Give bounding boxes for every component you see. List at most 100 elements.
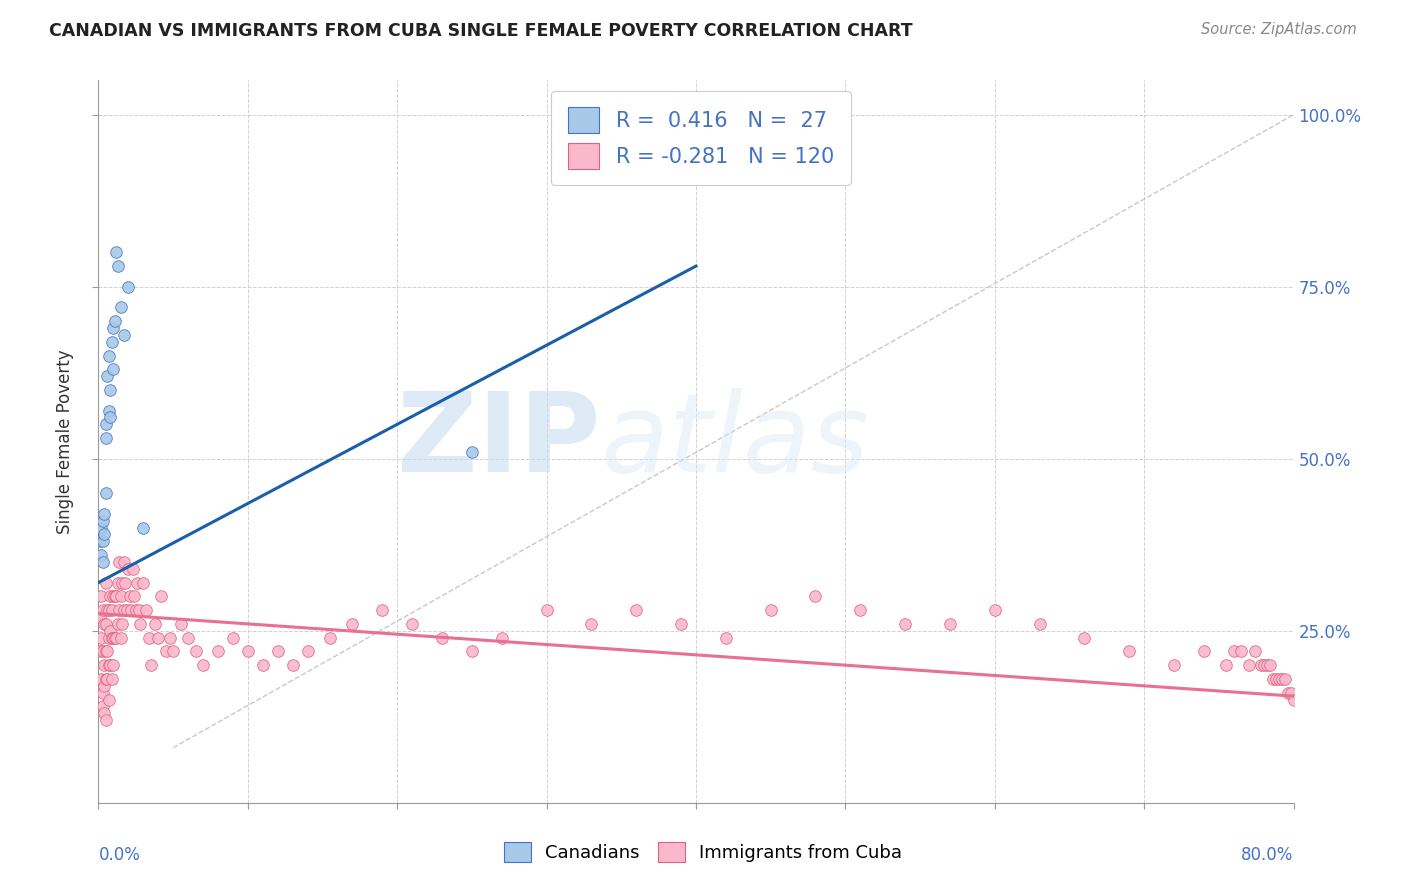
Point: [111, 575, 134, 590]
Point: [107, 616, 129, 631]
Point: [103, 658, 125, 673]
Point: [143, 616, 166, 631]
Point: [252, 658, 274, 673]
Point: [101, 334, 124, 349]
Point: [1073, 631, 1095, 645]
Point: [97, 603, 120, 617]
Point: [105, 245, 128, 260]
Point: [150, 590, 173, 604]
Point: [107, 575, 129, 590]
Point: [98, 590, 122, 604]
Point: [169, 616, 191, 631]
Point: [91, 603, 114, 617]
Point: [89, 644, 111, 658]
Point: [114, 575, 136, 590]
Point: [107, 259, 129, 273]
Point: [138, 631, 160, 645]
Point: [112, 555, 135, 569]
Point: [110, 301, 132, 315]
Point: [207, 644, 229, 658]
Point: [177, 631, 200, 645]
Point: [112, 603, 135, 617]
Point: [139, 658, 162, 673]
Point: [90, 548, 112, 562]
Point: [132, 575, 155, 590]
Point: [1277, 686, 1299, 700]
Text: atlas: atlas: [600, 388, 869, 495]
Point: [96, 369, 118, 384]
Point: [104, 631, 127, 645]
Point: [103, 590, 125, 604]
Point: [94, 431, 117, 445]
Point: [89, 534, 111, 549]
Point: [984, 603, 1007, 617]
Point: [191, 658, 214, 673]
Point: [121, 562, 143, 576]
Point: [97, 658, 120, 673]
Point: [91, 555, 114, 569]
Point: [91, 699, 114, 714]
Point: [118, 590, 141, 604]
Point: [90, 672, 112, 686]
Point: [94, 417, 117, 432]
Point: [93, 706, 115, 721]
Point: [98, 658, 122, 673]
Point: [105, 590, 128, 604]
Point: [93, 507, 115, 521]
Point: [112, 327, 135, 342]
Point: [94, 672, 117, 686]
Point: [148, 631, 170, 645]
Point: [461, 445, 484, 459]
Point: [1230, 644, 1253, 658]
Point: [120, 603, 142, 617]
Point: [110, 631, 132, 645]
Point: [110, 590, 132, 604]
Point: [115, 603, 138, 617]
Point: [132, 520, 155, 534]
Point: [101, 631, 124, 645]
Point: [104, 590, 127, 604]
Point: [401, 616, 423, 631]
Point: [90, 590, 112, 604]
Point: [96, 672, 118, 686]
Point: [135, 603, 157, 617]
Point: [626, 603, 648, 617]
Point: [1261, 672, 1284, 686]
Point: [91, 514, 114, 528]
Point: [94, 575, 117, 590]
Point: [93, 616, 115, 631]
Point: [1250, 658, 1272, 673]
Text: ZIP: ZIP: [396, 388, 600, 495]
Point: [267, 644, 290, 658]
Point: [129, 616, 152, 631]
Text: Source: ZipAtlas.com: Source: ZipAtlas.com: [1201, 22, 1357, 37]
Point: [1223, 644, 1246, 658]
Point: [236, 644, 259, 658]
Point: [117, 279, 139, 293]
Point: [1256, 658, 1278, 673]
Y-axis label: Single Female Poverty: Single Female Poverty: [56, 350, 75, 533]
Point: [1243, 644, 1265, 658]
Point: [125, 603, 148, 617]
Point: [491, 631, 513, 645]
Point: [108, 555, 131, 569]
Text: 80.0%: 80.0%: [1241, 847, 1294, 864]
Point: [103, 631, 125, 645]
Point: [97, 403, 120, 417]
Point: [97, 692, 120, 706]
Point: [101, 672, 124, 686]
Point: [108, 603, 131, 617]
Point: [371, 603, 394, 617]
Point: [91, 534, 114, 549]
Point: [1028, 616, 1050, 631]
Point: [1253, 658, 1275, 673]
Point: [894, 616, 917, 631]
Point: [117, 562, 139, 576]
Point: [103, 321, 125, 335]
Legend: Canadians, Immigrants from Cuba: Canadians, Immigrants from Cuba: [496, 834, 910, 870]
Point: [89, 610, 111, 624]
Point: [94, 486, 117, 500]
Point: [98, 383, 122, 397]
Point: [98, 410, 122, 425]
Point: [939, 616, 962, 631]
